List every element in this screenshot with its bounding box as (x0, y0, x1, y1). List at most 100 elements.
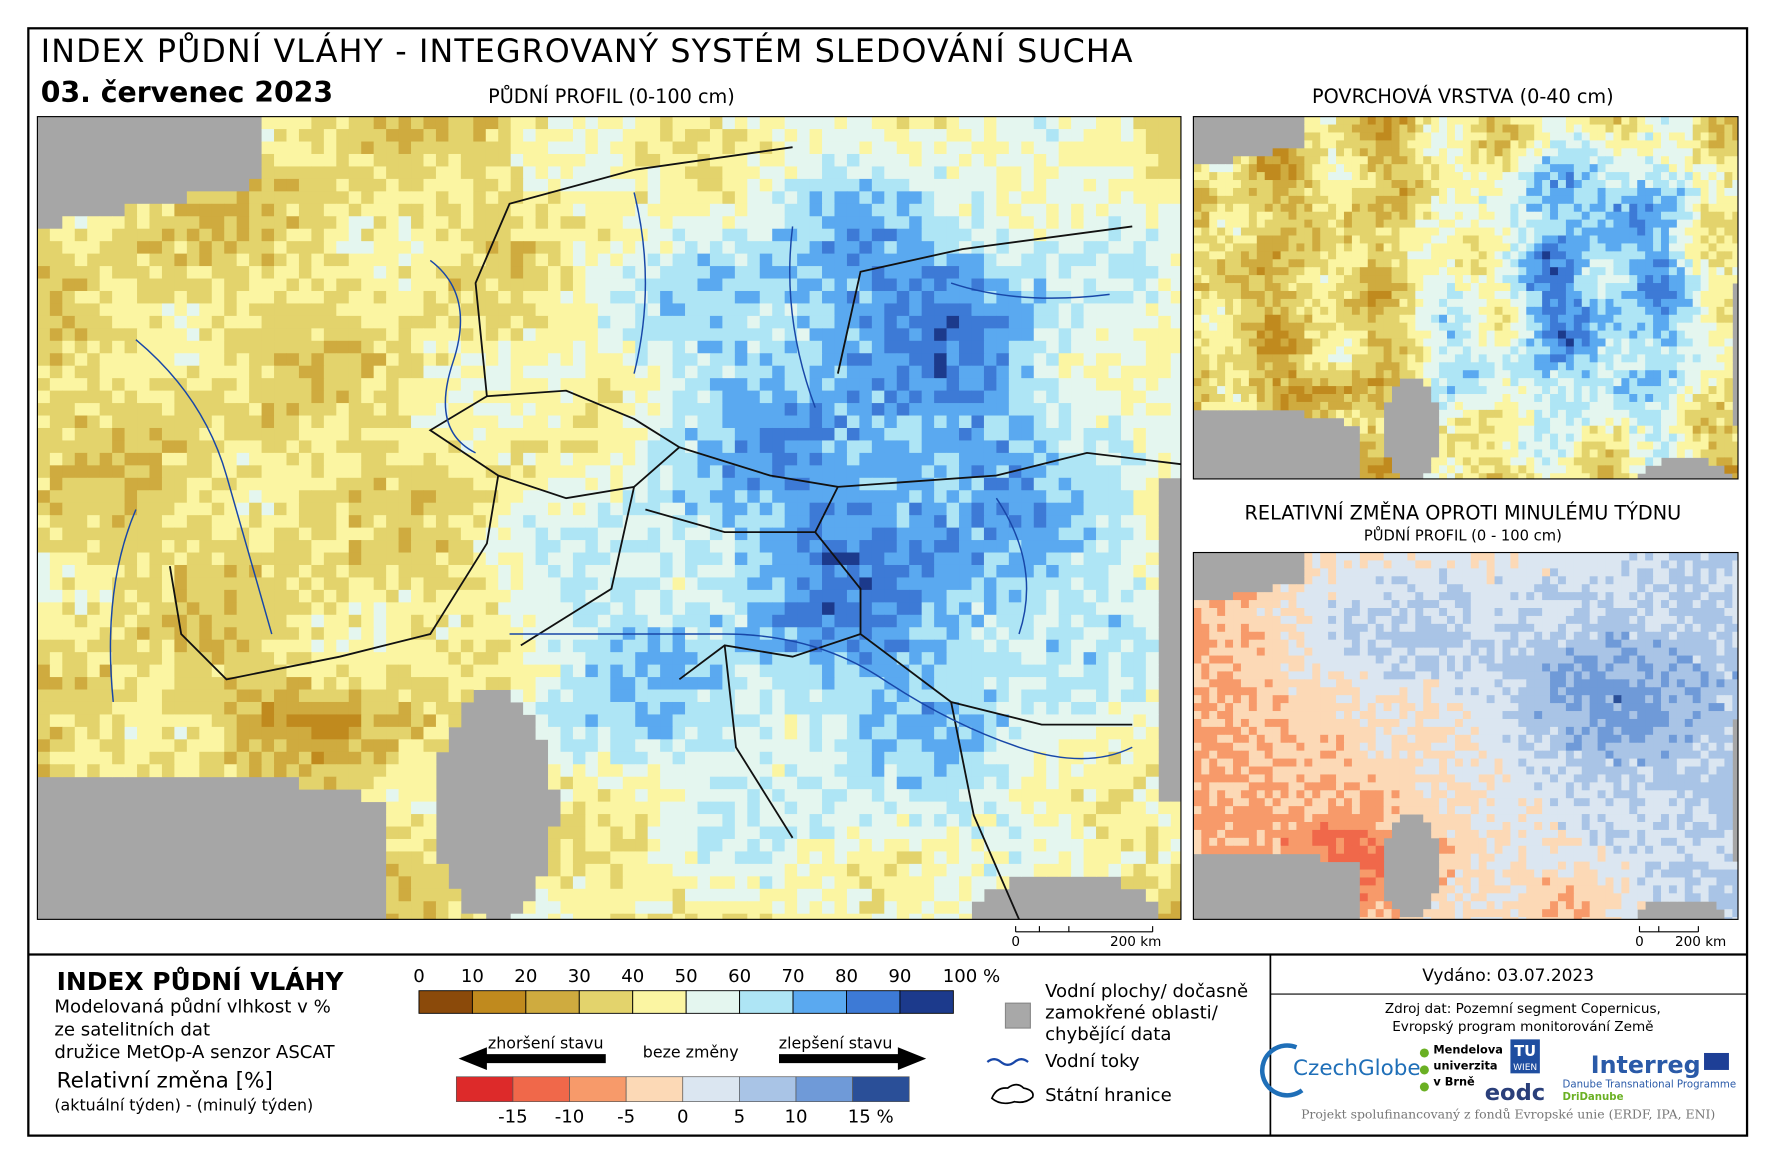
map-cell (99, 677, 113, 690)
map-cell (286, 203, 300, 217)
map-cell (871, 253, 885, 267)
map-cell (772, 365, 786, 379)
map-cell (996, 129, 1010, 142)
map-cell (846, 540, 860, 553)
map-cell (1158, 415, 1172, 429)
map-cell (747, 328, 761, 342)
map-cell (249, 415, 263, 429)
map-cell (1021, 814, 1035, 827)
map-cell (1145, 739, 1159, 753)
map-cell (809, 552, 823, 566)
map-cell (809, 203, 823, 217)
map-cell (846, 639, 860, 653)
map-cell (846, 465, 860, 479)
map-cell (286, 726, 300, 740)
map-cell (199, 340, 213, 354)
map-cell (1008, 278, 1022, 292)
map-cell (560, 303, 574, 317)
map-cell (137, 602, 150, 616)
map-cell (772, 527, 786, 541)
map-cell (323, 303, 337, 317)
map-cell (971, 689, 985, 703)
map-cell (1120, 652, 1134, 666)
map-cell (934, 365, 948, 379)
map-cell (236, 564, 250, 578)
map-cell (460, 427, 474, 441)
map-cell (548, 552, 561, 566)
map-cell (1145, 776, 1159, 790)
map-cell (572, 838, 586, 852)
map-cell (572, 577, 586, 591)
map-cell (996, 689, 1010, 703)
map-cell (460, 290, 474, 304)
map-cell (535, 564, 549, 578)
map-cell (585, 564, 599, 578)
map-cell (398, 241, 412, 255)
map-cell (498, 241, 512, 255)
map-cell (87, 452, 101, 466)
map-cell (610, 602, 624, 616)
map-cell (921, 726, 935, 740)
map-cell (336, 315, 350, 329)
map-cell (498, 652, 512, 666)
map-cell (99, 540, 113, 553)
map-cell (759, 253, 773, 267)
map-cell (1021, 589, 1035, 603)
map-cell (834, 564, 848, 578)
map-cell (697, 764, 711, 778)
map-cell (946, 639, 960, 653)
map-cell (1158, 191, 1172, 205)
map-cell (1158, 378, 1172, 392)
map-cell (1170, 303, 1181, 317)
map-cell (934, 540, 948, 553)
map-cell (448, 540, 462, 553)
map-cell (1096, 216, 1109, 230)
map-cell (1058, 141, 1072, 155)
map-cell (99, 278, 113, 292)
map-cell (971, 353, 985, 367)
map-cell (274, 664, 287, 678)
map-cell (149, 365, 163, 379)
map-cell (535, 664, 549, 678)
map-cell (846, 178, 860, 192)
map-cell (1096, 153, 1109, 167)
map-cell (560, 814, 574, 827)
map-cell (336, 216, 350, 230)
map-cell (485, 278, 499, 292)
map-cell (137, 502, 150, 516)
map-cell (149, 315, 163, 329)
map-cell (946, 328, 960, 342)
map-cell (1120, 303, 1134, 317)
map-cell (983, 677, 997, 690)
map-cell (112, 726, 126, 740)
map-cell (946, 353, 960, 367)
map-cell (572, 191, 586, 205)
map-cell (423, 328, 437, 342)
map-cell (1170, 266, 1181, 279)
map-cell (460, 228, 474, 242)
map-cell (62, 701, 76, 715)
map-cell (672, 340, 686, 354)
map-cell (722, 789, 736, 803)
map-cell (622, 191, 636, 205)
map-cell (448, 378, 462, 392)
map-cell (797, 577, 811, 591)
map-cell (1120, 465, 1134, 479)
map-cell (112, 751, 126, 765)
map-cell (174, 241, 188, 255)
map-cell (161, 639, 175, 653)
map-cell (560, 639, 574, 653)
map-cell (647, 540, 661, 553)
map-cell (921, 577, 935, 591)
map-cell (909, 726, 923, 740)
map-cell (1108, 689, 1122, 703)
map-cell (859, 726, 873, 740)
map-cell (1008, 315, 1022, 329)
map-cell (1096, 540, 1109, 553)
map-cell (274, 465, 287, 479)
map-cell (286, 440, 300, 454)
map-cell (946, 652, 960, 666)
map-cell (523, 415, 537, 429)
map-cell (884, 515, 898, 529)
map-cell (1058, 353, 1072, 367)
